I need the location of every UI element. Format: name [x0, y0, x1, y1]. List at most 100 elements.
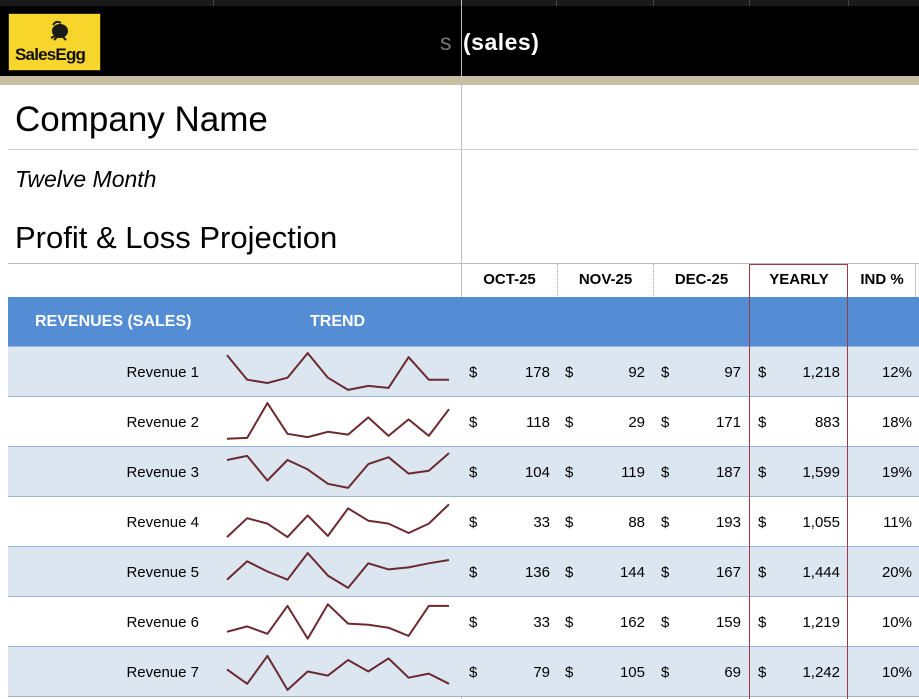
- currency-symbol: $: [565, 664, 574, 681]
- table-row[interactable]: [8, 597, 919, 647]
- cell-ind[interactable]: 18%: [881, 414, 912, 431]
- section-header-band: [8, 297, 919, 346]
- cell-yearly[interactable]: 1,599: [802, 464, 840, 481]
- column-separator: [653, 264, 654, 296]
- cell-dec[interactable]: 167: [715, 564, 741, 581]
- header-title-cut: s: [440, 29, 452, 55]
- currency-symbol: $: [469, 514, 478, 531]
- trend-sparkline[interactable]: [225, 647, 451, 697]
- cell-ind[interactable]: 20%: [881, 564, 912, 581]
- currency-symbol: $: [469, 614, 478, 631]
- currency-symbol: $: [661, 514, 670, 531]
- sparkline-path: [226, 402, 450, 440]
- cell-nov[interactable]: 144: [619, 564, 645, 581]
- cell-oct[interactable]: 178: [524, 364, 550, 381]
- sheet-title[interactable]: Profit & Loss Projection: [15, 220, 338, 255]
- table-row[interactable]: [8, 647, 919, 697]
- cell-dec[interactable]: 171: [715, 414, 741, 431]
- cell-yearly[interactable]: 1,218: [802, 364, 840, 381]
- currency-symbol: $: [758, 614, 767, 631]
- cell-dec[interactable]: 187: [715, 464, 741, 481]
- divider: [8, 149, 918, 150]
- currency-symbol: $: [758, 364, 767, 381]
- row-divider: [8, 446, 919, 447]
- cell-yearly[interactable]: 1,444: [802, 564, 840, 581]
- table-row[interactable]: [8, 547, 919, 597]
- cell-ind[interactable]: 10%: [881, 664, 912, 681]
- column-header-dec[interactable]: DEC-25: [674, 271, 729, 288]
- cell-dec[interactable]: 193: [715, 514, 741, 531]
- column-header-oct[interactable]: OCT-25: [483, 271, 536, 288]
- currency-symbol: $: [758, 464, 767, 481]
- egg-icon: [50, 20, 68, 41]
- cell-yearly[interactable]: 1,242: [802, 664, 840, 681]
- table-row[interactable]: [8, 497, 919, 547]
- currency-symbol: $: [661, 414, 670, 431]
- cell-oct[interactable]: 33: [533, 514, 550, 531]
- row-label[interactable]: Revenue 3: [126, 464, 199, 481]
- table-row[interactable]: [8, 447, 919, 497]
- table-row[interactable]: [8, 347, 919, 397]
- currency-symbol: $: [758, 414, 767, 431]
- cell-oct[interactable]: 118: [526, 414, 550, 431]
- cell-nov[interactable]: 119: [621, 464, 645, 481]
- header-column-separator: [653, 0, 654, 6]
- trend-sparkline[interactable]: [225, 547, 451, 597]
- cell-nov[interactable]: 88: [628, 514, 645, 531]
- trend-sparkline[interactable]: [225, 397, 451, 447]
- column-header-ind[interactable]: IND %: [860, 271, 904, 288]
- cell-ind[interactable]: 12%: [881, 364, 912, 381]
- subtitle[interactable]: Twelve Month: [15, 166, 157, 192]
- row-label[interactable]: Revenue 1: [126, 364, 199, 381]
- column-header-nov[interactable]: NOV-25: [578, 271, 633, 288]
- section-title[interactable]: REVENUES (SALES): [35, 313, 192, 330]
- trend-sparkline[interactable]: [225, 447, 451, 497]
- trend-sparkline[interactable]: [225, 347, 451, 397]
- cell-dec[interactable]: 69: [724, 664, 741, 681]
- cell-ind[interactable]: 11%: [883, 514, 912, 531]
- cell-nov[interactable]: 92: [628, 364, 645, 381]
- table-row[interactable]: [8, 397, 919, 447]
- divider: [8, 263, 919, 264]
- cell-oct[interactable]: 136: [524, 564, 550, 581]
- currency-symbol: $: [469, 364, 478, 381]
- row-label[interactable]: Revenue 4: [126, 514, 199, 531]
- row-divider: [8, 396, 919, 397]
- cell-oct[interactable]: 79: [533, 664, 550, 681]
- column-header-yearly[interactable]: YEARLY: [769, 271, 829, 288]
- row-label[interactable]: Revenue 2: [126, 414, 199, 431]
- cell-ind[interactable]: 19%: [881, 464, 912, 481]
- row-divider: [8, 546, 919, 547]
- currency-symbol: $: [661, 364, 670, 381]
- cell-nov[interactable]: 105: [619, 664, 645, 681]
- company-name[interactable]: Company Name: [15, 100, 268, 139]
- cell-dec[interactable]: 97: [724, 364, 741, 381]
- currency-symbol: $: [758, 564, 767, 581]
- cell-nov[interactable]: 162: [619, 614, 645, 631]
- currency-symbol: $: [758, 514, 767, 531]
- cell-yearly[interactable]: 1,055: [802, 514, 840, 531]
- cell-ind[interactable]: 10%: [881, 614, 912, 631]
- trend-sparkline[interactable]: [225, 497, 451, 547]
- trend-title[interactable]: TREND: [310, 313, 366, 330]
- currency-symbol: $: [565, 614, 574, 631]
- currency-symbol: $: [469, 464, 478, 481]
- trend-sparkline[interactable]: [225, 597, 451, 647]
- row-label[interactable]: Revenue 6: [126, 614, 199, 631]
- saleseggs-logo: SalesEgg: [8, 13, 101, 71]
- cell-oct[interactable]: 104: [524, 464, 550, 481]
- cell-dec[interactable]: 159: [715, 614, 741, 631]
- currency-symbol: $: [661, 464, 670, 481]
- row-divider: [8, 496, 919, 497]
- row-label[interactable]: Revenue 7: [126, 664, 199, 681]
- cell-yearly[interactable]: 1,219: [802, 614, 840, 631]
- cell-yearly[interactable]: 883: [814, 414, 840, 431]
- row-label[interactable]: Revenue 5: [126, 564, 199, 581]
- cell-nov[interactable]: 29: [628, 414, 645, 431]
- row-divider: [8, 596, 919, 597]
- header-column-separator: [749, 0, 750, 6]
- currency-symbol: $: [469, 414, 478, 431]
- row-divider: [8, 696, 919, 697]
- cell-oct[interactable]: 33: [533, 614, 550, 631]
- yearly-column-outline: [749, 264, 848, 699]
